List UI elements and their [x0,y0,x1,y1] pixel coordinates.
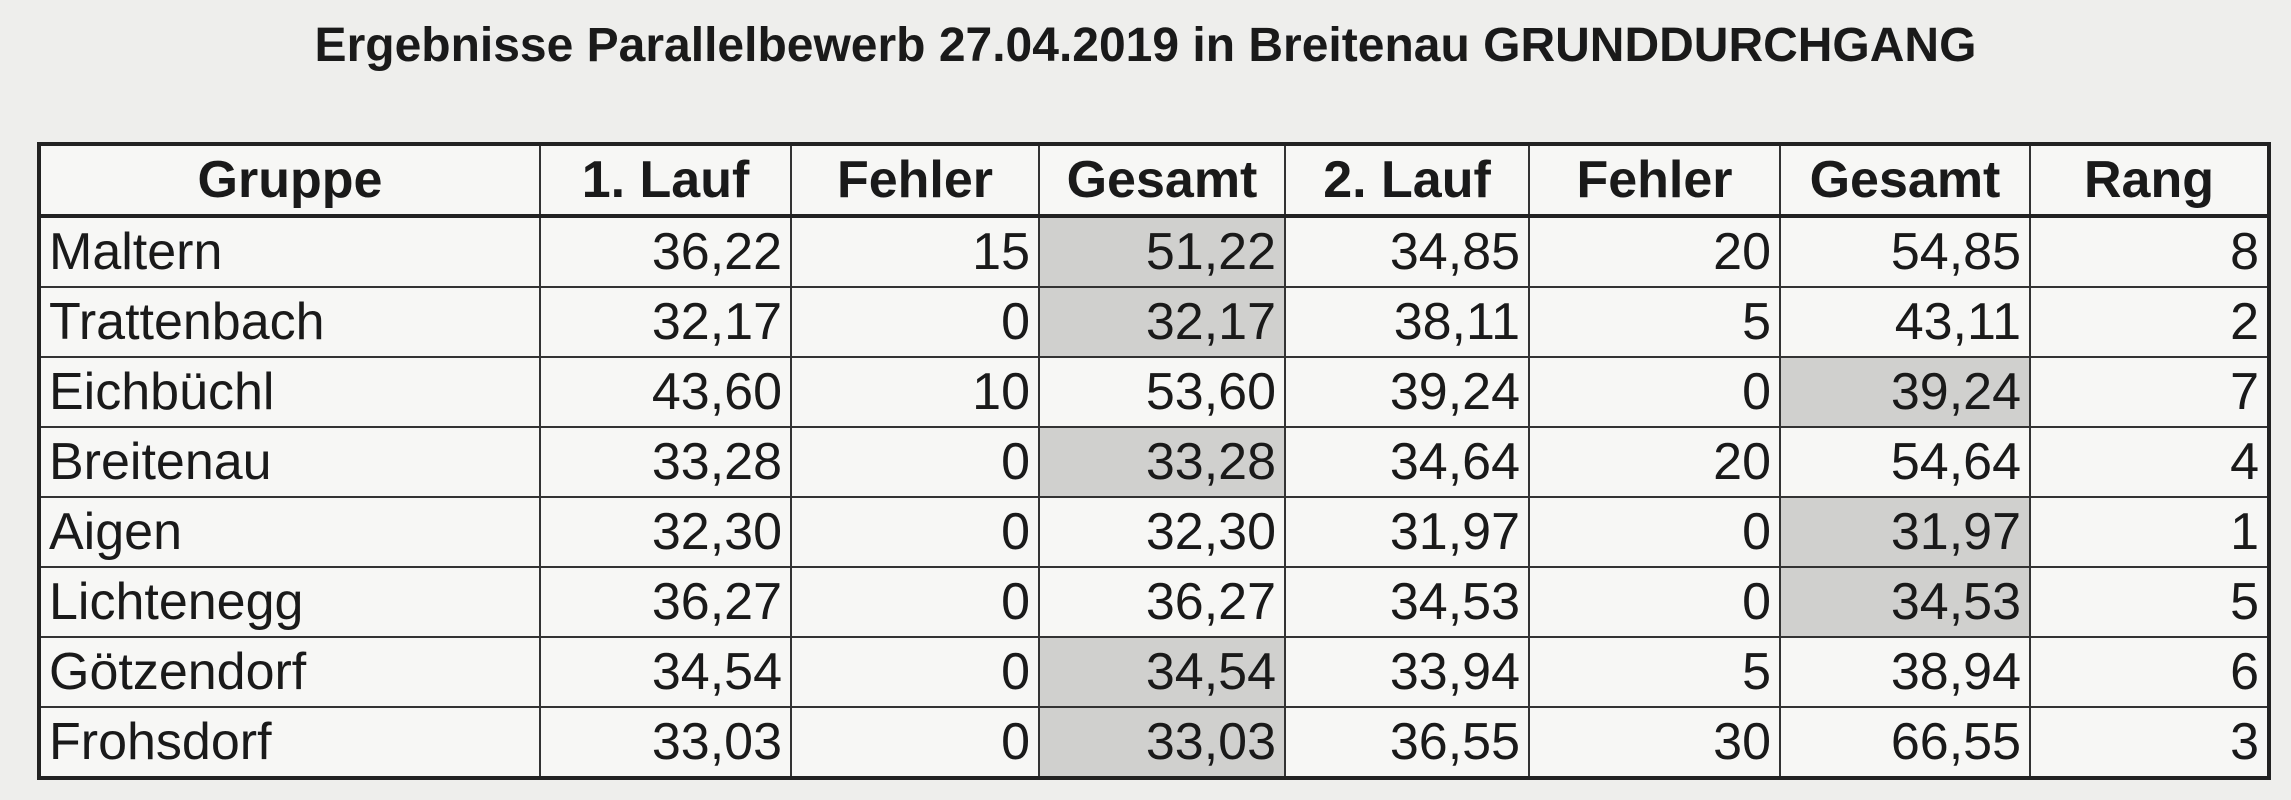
column-header: Fehler [1528,143,1781,218]
table-cell: 0 [790,566,1040,638]
column-header: Gesamt [1779,143,2031,218]
table-cell: 54,85 [1779,215,2031,288]
table-cell: 36,22 [539,215,792,288]
table-cell: 0 [1528,356,1781,428]
table-cell: 7 [2029,356,2270,428]
table-body: Maltern 36,22 15 51,22 34,85 20 54,85 8 Trattenb… [38,215,2270,779]
column-header: 2. Lauf [1284,143,1530,218]
column-header: Rang [2029,143,2270,218]
table-cell: 53,60 [1038,356,1286,428]
table-cell: 20 [1528,426,1781,498]
table-cell: 5 [1528,286,1781,358]
table-cell: 20 [1528,215,1781,288]
table-cell: 38,94 [1779,636,2031,708]
table-row: Breitenau 33,28 0 33,28 34,64 20 54,64 4 [38,426,2270,498]
table-cell: 34,64 [1284,426,1530,498]
table-cell: 38,11 [1284,286,1530,358]
table-cell: 4 [2029,426,2270,498]
table-cell: 33,94 [1284,636,1530,708]
group-name: Breitenau [38,426,541,498]
table-row: Maltern 36,22 15 51,22 34,85 20 54,85 8 [38,215,2270,288]
table-cell: 32,30 [539,496,792,568]
table-cell: 31,97 [1779,496,2031,568]
table-cell: 5 [1528,636,1781,708]
table-cell: 32,17 [539,286,792,358]
group-name: Lichtenegg [38,566,541,638]
table-cell: 5 [2029,566,2270,638]
table-cell: 43,60 [539,356,792,428]
table-cell: 0 [1528,566,1781,638]
group-name: Götzendorf [38,636,541,708]
table-cell: 33,28 [539,426,792,498]
table-cell: 39,24 [1779,356,2031,428]
group-name: Frohsdorf [38,706,541,779]
table-cell: 31,97 [1284,496,1530,568]
table-cell: 34,53 [1779,566,2031,638]
table-cell: 33,03 [1038,706,1286,779]
table-cell: 32,17 [1038,286,1286,358]
table-row: Aigen 32,30 0 32,30 31,97 0 31,97 1 [38,496,2270,568]
column-header: Gruppe [38,143,541,218]
group-name: Aigen [38,496,541,568]
table-cell: 36,27 [1038,566,1286,638]
table-row: Eichbüchl 43,60 10 53,60 39,24 0 39,24 7 [38,356,2270,428]
results-table: Gruppe 1. Lauf Fehler Gesamt 2. Lauf Fehler Ge… [37,142,2271,780]
table-cell: 66,55 [1779,706,2031,779]
table-cell: 34,85 [1284,215,1530,288]
column-header: Fehler [790,143,1040,218]
table-cell: 54,64 [1779,426,2031,498]
table-row: Lichtenegg 36,27 0 36,27 34,53 0 34,53 5 [38,566,2270,638]
table-cell: 36,27 [539,566,792,638]
table-cell: 43,11 [1779,286,2031,358]
header-row: Gruppe 1. Lauf Fehler Gesamt 2. Lauf Fehler Ge… [38,143,2270,218]
table-cell: 0 [790,636,1040,708]
table-cell: 39,24 [1284,356,1530,428]
table-cell: 10 [790,356,1040,428]
table-cell: 33,03 [539,706,792,779]
column-header: Gesamt [1038,143,1286,218]
table-row: Frohsdorf 33,03 0 33,03 36,55 30 66,55 3 [38,706,2270,779]
table-row: Götzendorf 34,54 0 34,54 33,94 5 38,94 6 [38,636,2270,708]
table-cell: 0 [790,426,1040,498]
column-header: 1. Lauf [539,143,792,218]
table-row: Trattenbach 32,17 0 32,17 38,11 5 43,11 2 [38,286,2270,358]
table-cell: 2 [2029,286,2270,358]
table-cell: 30 [1528,706,1781,779]
group-name: Trattenbach [38,286,541,358]
table-cell: 34,54 [1038,636,1286,708]
table-cell: 0 [790,496,1040,568]
table-cell: 15 [790,215,1040,288]
table-cell: 1 [2029,496,2270,568]
table-cell: 32,30 [1038,496,1286,568]
group-name: Maltern [38,215,541,288]
table-cell: 51,22 [1038,215,1286,288]
group-name: Eichbüchl [38,356,541,428]
table-cell: 33,28 [1038,426,1286,498]
table-cell: 34,53 [1284,566,1530,638]
table-cell: 0 [790,286,1040,358]
table-cell: 6 [2029,636,2270,708]
title: Ergebnisse Parallelbewerb 27.04.2019 in … [314,19,1977,72]
table-cell: 36,55 [1284,706,1530,779]
table-cell: 0 [1528,496,1781,568]
table-cell: 3 [2029,706,2270,779]
table-cell: 8 [2029,215,2270,288]
table-cell: 0 [790,706,1040,779]
table-cell: 34,54 [539,636,792,708]
